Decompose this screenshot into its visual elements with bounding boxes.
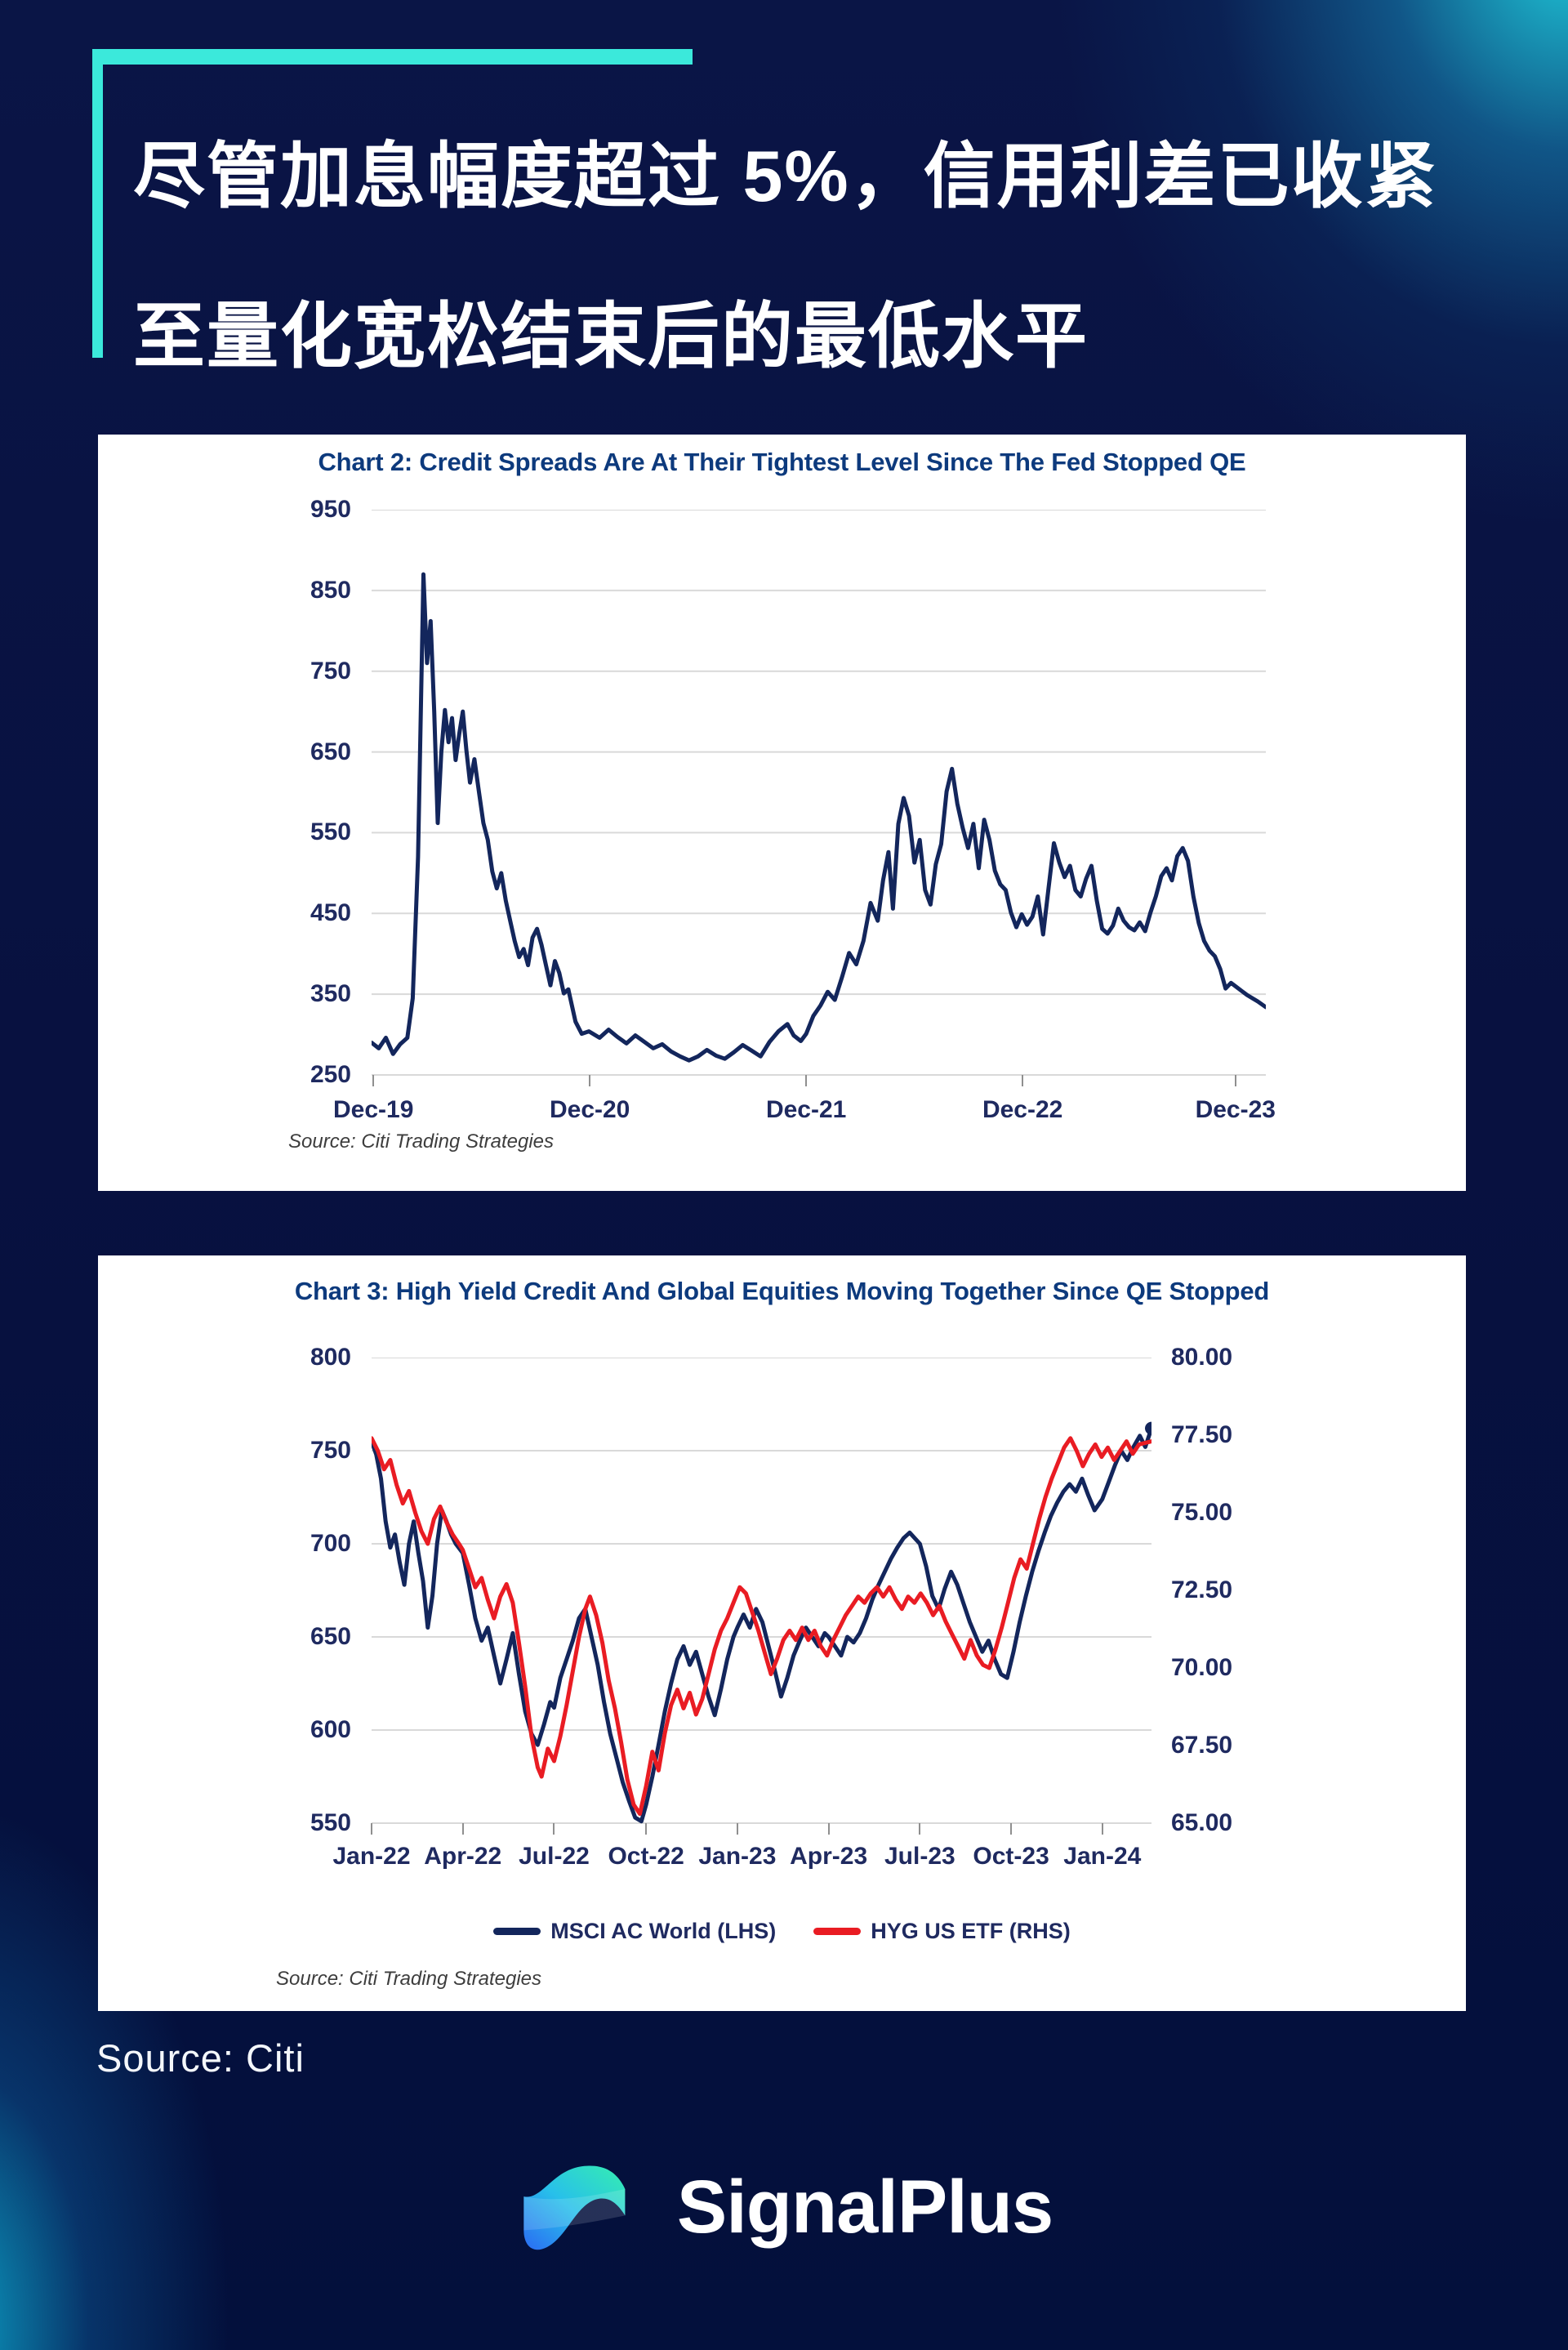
legend-item-hyg: HYG US ETF (RHS) — [813, 1919, 1071, 1944]
x-tick-mark — [1010, 1823, 1013, 1835]
x-tick-mark — [805, 1075, 808, 1086]
axis-tick-label: Jan-23 — [698, 1843, 777, 1870]
axis-tick-label: 65.00 — [1171, 1809, 1233, 1836]
axis-tick-label: 700 — [310, 1530, 351, 1557]
axis-tick-label: 70.00 — [1171, 1654, 1233, 1681]
axis-tick-label: 850 — [310, 576, 351, 604]
title-accent-vline — [92, 49, 103, 358]
axis-tick-label: Oct-22 — [608, 1843, 684, 1870]
chart3-panel: Chart 3: High Yield Credit And Global Eq… — [98, 1255, 1466, 2011]
brand-logo: SignalPlus — [0, 2142, 1568, 2272]
axis-tick-label: 77.50 — [1171, 1421, 1233, 1448]
legend-label-hyg: HYG US ETF (RHS) — [871, 1919, 1071, 1943]
axis-tick-label: Dec-19 — [332, 1096, 414, 1123]
x-tick-mark — [1101, 1823, 1103, 1835]
axis-tick-label: 80.00 — [1171, 1344, 1233, 1371]
axis-tick-label: 75.00 — [1171, 1499, 1233, 1526]
chart3-legend: MSCI AC World (LHS) HYG US ETF (RHS) — [98, 1919, 1466, 1944]
axis-tick-label: Dec-23 — [1195, 1096, 1276, 1123]
legend-item-msci: MSCI AC World (LHS) — [493, 1919, 776, 1944]
footer-source: Source: Citi — [96, 2036, 305, 2080]
chart3-title: Chart 3: High Yield Credit And Global Eq… — [294, 1277, 1270, 1305]
axis-tick-label: 550 — [310, 818, 351, 846]
axis-tick-label: Dec-20 — [549, 1096, 630, 1123]
x-tick-mark — [919, 1823, 921, 1835]
x-tick-mark — [736, 1823, 738, 1835]
axis-tick-label: 750 — [310, 657, 351, 684]
x-tick-mark — [589, 1075, 591, 1086]
x-tick-mark — [827, 1823, 830, 1835]
axis-tick-label: 950 — [310, 496, 351, 523]
axis-tick-label: Apr-23 — [790, 1843, 868, 1870]
page-title: 尽管加息幅度超过 5%，信用利差已收紧 至量化宽松结束后的最低水平 — [133, 96, 1472, 417]
axis-tick-label: Jan-22 — [332, 1843, 411, 1870]
axis-tick-label: 650 — [310, 1623, 351, 1650]
chart2-plot-area — [372, 510, 1266, 1076]
axis-tick-label: 750 — [310, 1437, 351, 1464]
axis-tick-label: 650 — [310, 738, 351, 765]
chart3-plot-area — [372, 1358, 1152, 1824]
x-tick-mark — [645, 1823, 648, 1835]
axis-tick-label: 350 — [310, 980, 351, 1008]
chart3-source: Source: Citi Trading Strategies — [276, 1968, 542, 1990]
axis-tick-label: Apr-22 — [424, 1843, 502, 1870]
x-tick-mark — [371, 1823, 372, 1835]
page-title-line2: 至量化宽松结束后的最低水平 — [133, 296, 1089, 377]
x-tick-mark — [1022, 1075, 1024, 1086]
page-title-line1: 尽管加息幅度超过 5%，信用利差已收紧 — [133, 136, 1438, 216]
axis-tick-label: Jan-24 — [1063, 1843, 1142, 1870]
axis-tick-label: Dec-21 — [765, 1096, 847, 1123]
axis-tick-label: 72.50 — [1171, 1576, 1233, 1603]
axis-tick-label: 550 — [310, 1809, 351, 1836]
axis-tick-label: Jul-23 — [884, 1843, 956, 1870]
x-tick-mark — [461, 1823, 464, 1835]
signalplus-logo-icon — [523, 2165, 626, 2250]
axis-tick-label: 800 — [310, 1344, 351, 1371]
axis-tick-label: Oct-23 — [973, 1843, 1049, 1870]
x-tick-mark — [372, 1075, 375, 1086]
title-accent-bar — [92, 49, 693, 65]
axis-tick-label: Jul-22 — [519, 1843, 590, 1870]
axis-tick-label: 250 — [310, 1061, 351, 1088]
chart2-source: Source: Citi Trading Strategies — [288, 1130, 555, 1153]
axis-tick-label: 600 — [310, 1716, 351, 1743]
axis-tick-label: Dec-22 — [982, 1096, 1063, 1123]
axis-tick-label: 450 — [310, 899, 351, 927]
brand-name: SignalPlus — [676, 2165, 1054, 2249]
chart2-title: Chart 2: Credit Spreads Are At Their Tig… — [318, 448, 1246, 476]
chart2-panel: Chart 2: Credit Spreads Are At Their Tig… — [98, 435, 1466, 1191]
legend-label-msci: MSCI AC World (LHS) — [550, 1919, 777, 1943]
x-tick-mark — [1234, 1075, 1236, 1086]
x-tick-mark — [553, 1823, 555, 1835]
msci-line-swatch — [493, 1928, 541, 1935]
hyg-line-swatch — [813, 1928, 862, 1935]
axis-tick-label: 67.50 — [1171, 1732, 1233, 1759]
